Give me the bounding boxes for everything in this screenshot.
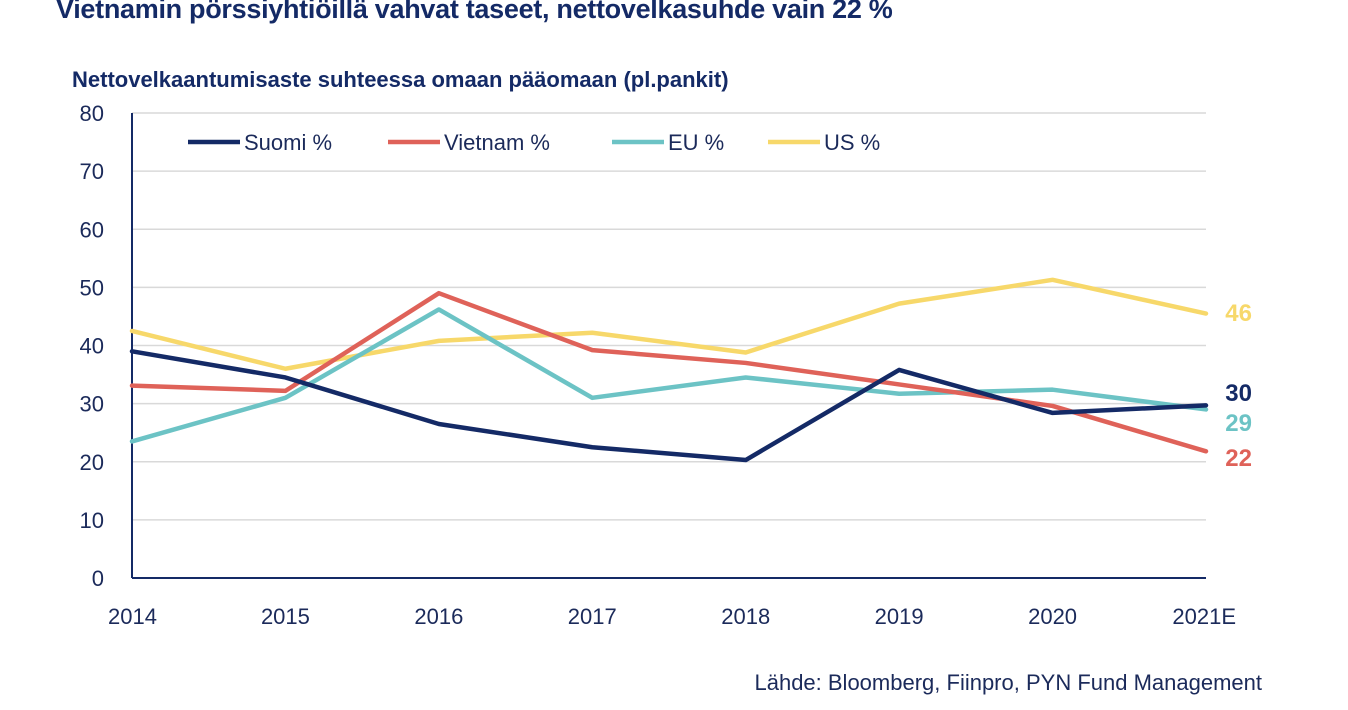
series-line-us <box>129 277 1209 371</box>
x-tick-label-2019: 2019 <box>875 604 924 629</box>
y-tick-label-20: 20 <box>80 450 104 475</box>
end-label-vietnam: 22 <box>1225 445 1252 472</box>
axes <box>131 113 1206 579</box>
legend-label-us: US % <box>824 130 880 155</box>
y-tick-label-10: 10 <box>80 508 104 533</box>
legend: Suomi % Vietnam % EU % US % <box>188 130 880 155</box>
grid-lines <box>132 112 1206 521</box>
x-tick-labels: 2014 2015 2016 2017 2018 2019 2020 2021E <box>108 604 1236 629</box>
end-labels: 30 22 29 46 <box>1225 300 1252 472</box>
x-tick-label-2018: 2018 <box>721 604 770 629</box>
end-label-suomi: 30 <box>1225 380 1252 407</box>
legend-label-eu: EU % <box>668 130 724 155</box>
x-tick-label-2016: 2016 <box>414 604 463 629</box>
page-title: Vietnamin pörssiyhtiöillä vahvat taseet,… <box>56 0 893 24</box>
series-line-eu <box>129 307 1209 444</box>
y-tick-labels: 0 10 20 30 40 50 60 70 80 <box>80 101 104 591</box>
legend-label-vietnam: Vietnam % <box>444 130 550 155</box>
series-line-suomi <box>129 349 1209 463</box>
end-label-eu: 29 <box>1225 410 1252 437</box>
y-tick-label-60: 60 <box>80 217 104 242</box>
legend-label-suomi: Suomi % <box>244 130 332 155</box>
x-tick-label-2014: 2014 <box>108 604 157 629</box>
y-tick-label-40: 40 <box>80 334 104 359</box>
x-tick-label-2017: 2017 <box>568 604 617 629</box>
y-tick-label-0: 0 <box>92 566 104 591</box>
y-tick-label-80: 80 <box>80 101 104 126</box>
y-tick-label-50: 50 <box>80 275 104 300</box>
series-lines <box>129 277 1209 463</box>
chart-title: Nettovelkaantumisaste suhteessa omaan pä… <box>72 67 729 92</box>
x-tick-label-2020: 2020 <box>1028 604 1077 629</box>
x-tick-label-2015: 2015 <box>261 604 310 629</box>
x-tick-label-2021E: 2021E <box>1172 604 1236 629</box>
end-label-us: 46 <box>1225 300 1252 327</box>
y-tick-label-70: 70 <box>80 159 104 184</box>
y-tick-label-30: 30 <box>80 392 104 417</box>
series-line-vietnam <box>129 290 1209 454</box>
source-note: Lähde: Bloomberg, Fiinpro, PYN Fund Mana… <box>754 670 1262 695</box>
